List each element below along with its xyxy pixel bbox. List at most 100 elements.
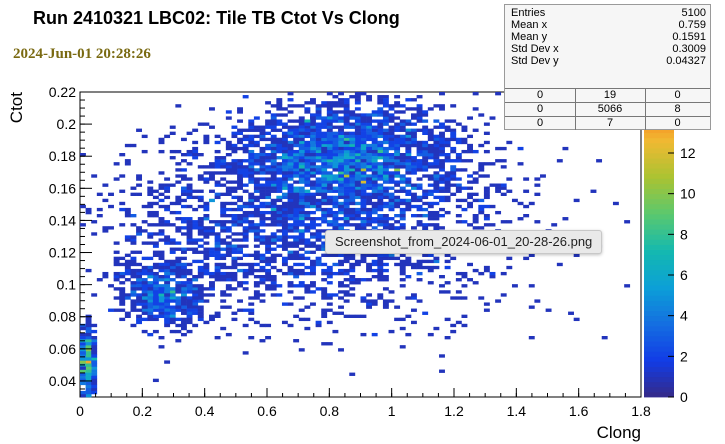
heatmap-bin: [293, 268, 300, 273]
heatmap-bin: [427, 201, 434, 206]
heatmap-bin: [270, 180, 277, 184]
stats-row: Mean x 0.759: [505, 19, 712, 32]
heatmap-bin: [332, 104, 339, 108]
heatmap-bin: [388, 131, 395, 135]
heatmap-bin: [270, 204, 277, 209]
heatmap-bin: [158, 171, 165, 175]
heatmap-bin: [158, 311, 165, 315]
heatmap-bin: [237, 195, 243, 200]
heatmap-bin: [326, 223, 333, 227]
chart-title: Run 2410321 LBC02: Tile TB Ctot Vs Clong: [33, 8, 400, 28]
heatmap-bin: [360, 171, 367, 175]
heatmap-bin: [304, 168, 311, 172]
heatmap-bin: [91, 363, 98, 367]
heatmap-bin: [276, 168, 283, 172]
heatmap-bin: [304, 210, 311, 215]
heatmap-bin: [310, 220, 316, 224]
heatmap-bin: [399, 265, 406, 270]
heatmap-bin: [360, 186, 367, 190]
heatmap-bin: [343, 125, 350, 129]
heatmap-bin: [439, 159, 445, 163]
heatmap-bin: [175, 104, 182, 108]
x-axis-label: Clong: [597, 423, 641, 442]
heatmap-bin: [180, 177, 187, 181]
heatmap-bin: [540, 174, 546, 178]
heatmap-bin: [528, 284, 535, 288]
heatmap-bin: [276, 220, 283, 224]
heatmap-bin: [180, 293, 187, 297]
heatmap-bin: [237, 256, 243, 261]
heatmap-bin: [253, 153, 260, 157]
heatmap-bin: [220, 299, 227, 303]
heatmap-bin: [281, 125, 288, 129]
heatmap-bin: [388, 217, 395, 221]
heatmap-bin: [382, 220, 389, 224]
heatmap-bin: [242, 253, 249, 257]
heatmap-bin: [377, 162, 384, 166]
heatmap-bin: [377, 271, 384, 276]
heatmap-bin: [265, 217, 272, 221]
heatmap-bin: [343, 223, 350, 227]
heatmap-bin: [152, 290, 159, 294]
heatmap-bin: [422, 131, 429, 135]
heatmap-bin: [354, 189, 361, 193]
heatmap-bin: [281, 256, 288, 261]
heatmap-bin: [259, 275, 266, 279]
heatmap-bin: [439, 168, 445, 172]
heatmap-bin: [231, 250, 238, 254]
heatmap-bin: [237, 217, 243, 221]
heatmap-bin: [433, 180, 440, 184]
heatmap-bin: [433, 165, 440, 169]
heatmap-bin: [382, 192, 389, 196]
heatmap-bin: [433, 119, 440, 123]
heatmap-bin: [416, 159, 423, 163]
heatmap-bin: [360, 137, 367, 142]
heatmap-bin: [85, 268, 92, 273]
heatmap-bin: [304, 189, 311, 193]
heatmap-bin: [349, 253, 356, 257]
heatmap-bin: [354, 159, 361, 163]
heatmap-bin: [259, 171, 266, 175]
stats-value: 0.759: [678, 19, 706, 31]
heatmap-bin: [343, 207, 350, 212]
heatmap-bin: [80, 351, 86, 355]
heatmap-bin: [371, 125, 378, 129]
palette-band: [644, 341, 674, 347]
heatmap-bin: [225, 116, 232, 120]
heatmap-bin: [248, 311, 255, 315]
heatmap-bin: [461, 207, 468, 212]
heatmap-bin: [332, 134, 339, 139]
heatmap-bin: [310, 217, 316, 221]
heatmap-bin: [360, 131, 367, 135]
heatmap-bin: [124, 214, 131, 218]
heatmap-bin: [147, 317, 154, 322]
heatmap-bin: [298, 238, 305, 242]
heatmap-bin: [281, 149, 288, 154]
heatmap-bin: [175, 247, 182, 251]
stats-value: 0.1591: [672, 31, 706, 43]
heatmap-bin: [158, 223, 165, 227]
heatmap-bin: [366, 177, 373, 181]
heatmap-bin: [91, 339, 98, 343]
heatmap-bin: [354, 122, 361, 126]
heatmap-bin: [523, 177, 530, 181]
heatmap-bin: [573, 198, 580, 203]
heatmap-bin: [276, 293, 283, 297]
heatmap-bin: [304, 180, 311, 184]
heatmap-bin: [349, 198, 356, 203]
heatmap-bin: [293, 180, 300, 184]
heatmap-bin: [136, 174, 143, 178]
heatmap-bin: [270, 122, 277, 126]
x-tick-label: 0: [76, 403, 84, 419]
stats-grid-cell: 8: [674, 103, 681, 115]
heatmap-bin: [281, 180, 288, 184]
heatmap-bin: [343, 101, 350, 105]
heatmap-bin: [427, 137, 434, 142]
heatmap-bin: [209, 281, 215, 285]
heatmap-bin: [108, 308, 114, 312]
heatmap-bin: [321, 134, 328, 139]
heatmap-bin: [382, 168, 389, 172]
heatmap-bin: [197, 287, 204, 291]
heatmap-bin: [158, 336, 165, 340]
heatmap-bin: [242, 220, 249, 224]
